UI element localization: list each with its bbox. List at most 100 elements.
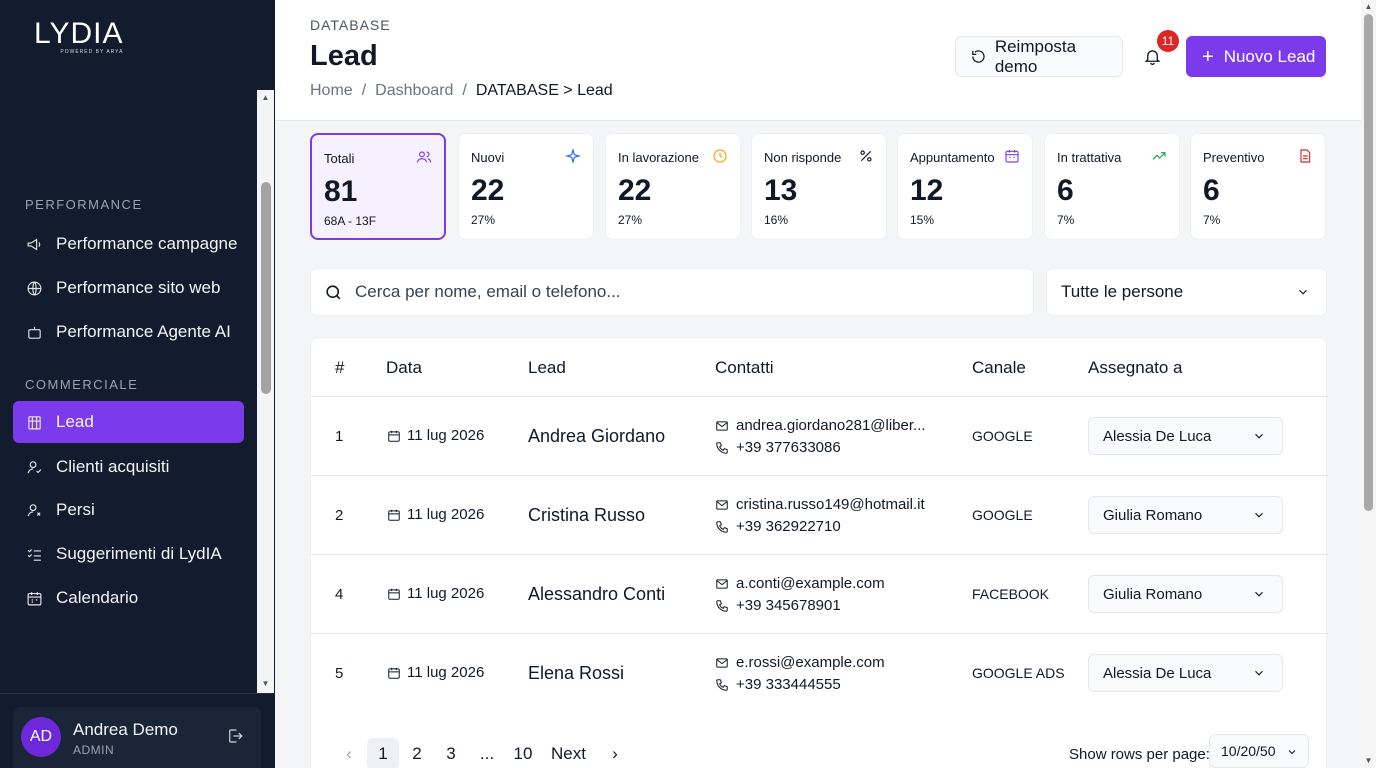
breadcrumb-home[interactable]: Home	[310, 82, 353, 99]
scroll-down-arrow-icon[interactable]: ▼	[1364, 756, 1373, 765]
sidebar-item-label: Performance Agente AI	[56, 322, 231, 341]
page-scrollbar-thumb[interactable]	[1364, 14, 1373, 511]
new-lead-label: Nuovo Lead	[1223, 46, 1316, 66]
row-email[interactable]: e.rossi@example.com	[736, 654, 885, 671]
sidebar-item-label: Clienti acquisiti	[56, 457, 170, 476]
phone-icon	[716, 679, 728, 691]
stat-sub: 15%	[910, 213, 935, 227]
sidebar-item-label: Performance sito web	[56, 278, 221, 297]
stat-sub: 68A - 13F	[324, 214, 377, 228]
sidebar-item-suggerimenti[interactable]: Suggerimenti di LydIA	[13, 533, 244, 575]
page-header: DATABASE Lead Home / Dashboard / DATABAS…	[275, 0, 1361, 121]
brand-logo[interactable]: LYDIA POWERED BY ARYA	[34, 18, 123, 56]
search-input[interactable]: Cerca per nome, email o telefono...	[310, 268, 1034, 316]
sidebar-item-label: Persi	[56, 500, 95, 519]
sidebar-item-clienti-acquisiti[interactable]: Clienti acquisiti	[13, 446, 244, 488]
stat-label: Non risponde	[764, 150, 842, 165]
column-header-channel[interactable]: Canale	[972, 358, 1026, 377]
assignee-select[interactable]: Giulia Romano	[1088, 575, 1283, 613]
page-button-1[interactable]: 1	[367, 738, 399, 768]
table-row[interactable]: 2 11 lug 2026 Cristina Russo cristina.ru…	[311, 475, 1328, 554]
rows-per-page-label: Show rows per page:	[1069, 746, 1210, 763]
row-email[interactable]: a.conti@example.com	[736, 575, 885, 592]
row-phone[interactable]: +39 345678901	[736, 597, 841, 614]
calendar-icon	[388, 509, 400, 521]
scroll-up-arrow-icon[interactable]: ▲	[261, 93, 270, 102]
assignee-select[interactable]: Alessia De Luca	[1088, 417, 1283, 455]
person-filter-select[interactable]: Tutte le persone	[1046, 268, 1327, 316]
row-phone[interactable]: +39 362922710	[736, 518, 841, 535]
mail-icon	[716, 658, 728, 668]
row-lead-name[interactable]: Cristina Russo	[528, 505, 646, 525]
row-email[interactable]: cristina.russo149@hotmail.it	[736, 496, 925, 513]
row-email[interactable]: andrea.giordano281@liber...	[736, 417, 926, 434]
avatar[interactable]: AD	[21, 717, 61, 757]
column-header-date[interactable]: Data	[386, 358, 422, 377]
stat-card-in-trattativa[interactable]: In trattativa 6 7%	[1044, 133, 1180, 240]
sidebar-item-calendario[interactable]: Calendario	[13, 577, 244, 619]
calendar-icon	[388, 588, 400, 600]
row-contacts: andrea.giordano281@liber... +39 37763308…	[715, 415, 926, 459]
sidebar-item-persi[interactable]: Persi	[13, 489, 244, 531]
globe-icon	[25, 279, 43, 297]
row-lead-name[interactable]: Alessandro Conti	[528, 584, 666, 604]
row-phone[interactable]: +39 377633086	[736, 439, 841, 456]
row-lead-name[interactable]: Andrea Giordano	[528, 426, 666, 446]
user-card: AD Andrea Demo ADMIN	[13, 707, 261, 768]
breadcrumb-separator: /	[361, 82, 367, 99]
row-number: 2	[335, 507, 344, 524]
assignee-select[interactable]: Alessia De Luca	[1088, 654, 1283, 692]
breadcrumb-dashboard[interactable]: Dashboard	[375, 82, 454, 99]
person-filter-value: Tutte le persone	[1061, 282, 1184, 301]
sidebar-item-lead[interactable]: Lead	[13, 401, 244, 443]
sidebar-item-performance-sito-web[interactable]: Performance sito web	[13, 267, 244, 309]
page-title: Lead	[310, 40, 378, 72]
reset-demo-button[interactable]: Reimposta demo	[955, 36, 1123, 77]
assignee-value: Alessia De Luca	[1103, 664, 1212, 682]
page-button-3[interactable]: 3	[446, 744, 456, 763]
next-page-button[interactable]: Next	[551, 744, 586, 763]
stat-sub: 7%	[1057, 213, 1075, 227]
row-channel: GOOGLE ADS	[972, 665, 1065, 681]
stat-card-appuntamento[interactable]: Appuntamento 12 15%	[897, 133, 1033, 240]
sidebar-scrollbar-thumb[interactable]	[261, 182, 271, 394]
rows-per-page-select[interactable]: 10/20/50	[1209, 734, 1309, 768]
file-icon	[1297, 148, 1313, 164]
logout-icon[interactable]	[226, 727, 244, 745]
column-header-lead[interactable]: Lead	[528, 358, 566, 377]
table-row[interactable]: 5 11 lug 2026 Elena Rossi e.rossi@exampl…	[311, 633, 1328, 712]
chevron-left-icon[interactable]: ‹	[346, 744, 352, 763]
chevron-down-icon	[1252, 666, 1266, 684]
new-lead-button[interactable]: + Nuovo Lead	[1186, 36, 1326, 77]
row-lead-name[interactable]: Elena Rossi	[528, 663, 625, 683]
stat-card-non-risponde[interactable]: Non risponde 13 16%	[751, 133, 887, 240]
stat-sub: 7%	[1203, 213, 1221, 227]
row-phone[interactable]: +39 333444555	[736, 676, 841, 693]
scroll-down-arrow-icon[interactable]: ▼	[261, 679, 270, 688]
chevron-right-icon[interactable]: ›	[612, 744, 618, 763]
stat-card-nuovi[interactable]: Nuovi 22 27%	[458, 133, 594, 240]
row-channel: FACEBOOK	[972, 586, 1050, 602]
assignee-value: Alessia De Luca	[1103, 427, 1212, 445]
stat-card-totali[interactable]: Totali 81 68A - 13F	[310, 133, 446, 240]
stat-card-in-lavorazione[interactable]: In lavorazione 22 27%	[605, 133, 741, 240]
section-label-commerciale: COMMERCIALE	[25, 377, 139, 392]
chevron-down-icon	[1296, 284, 1310, 298]
row-number: 1	[335, 428, 344, 445]
sidebar-divider	[0, 693, 275, 694]
scroll-up-arrow-icon[interactable]: ▲	[1364, 2, 1373, 11]
bell-icon[interactable]	[1143, 47, 1163, 67]
page-button-2[interactable]: 2	[412, 744, 422, 763]
sidebar-item-label: Suggerimenti di LydIA	[56, 544, 222, 563]
sidebar-item-label: Lead	[56, 412, 94, 431]
phone-icon	[716, 600, 728, 612]
sidebar-item-label: Performance campagne	[56, 234, 238, 253]
assignee-select[interactable]: Giulia Romano	[1088, 496, 1283, 534]
table-row[interactable]: 1 11 lug 2026 Andrea Giordano andrea.gio…	[311, 396, 1328, 475]
table-row[interactable]: 4 11 lug 2026 Alessandro Conti a.conti@e…	[311, 554, 1328, 633]
sidebar-item-performance-campagne[interactable]: Performance campagne	[13, 223, 244, 265]
column-header-assignee: Assegnato a	[1088, 358, 1183, 377]
stat-card-preventivo[interactable]: Preventivo 6 7%	[1190, 133, 1326, 240]
sidebar-item-performance-agente-ai[interactable]: Performance Agente AI	[13, 311, 244, 353]
page-button-10[interactable]: 10	[513, 744, 533, 763]
